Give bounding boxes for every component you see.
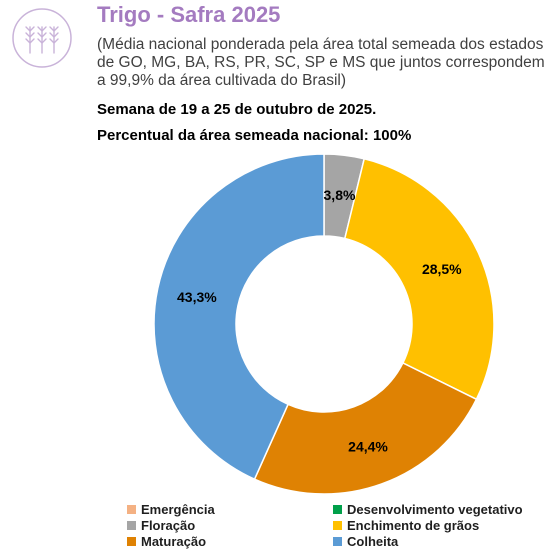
donut-data-labels: 3,8% 28,5% 24,4% 43,3%	[177, 187, 462, 454]
legend-item: Emergência	[127, 501, 333, 517]
legend-label: Floração	[141, 517, 196, 533]
planted-area-label: Percentual da área semeada nacional: 100…	[97, 127, 412, 144]
donut-slices	[153, 153, 495, 495]
legend-label: Enchimento de grãos	[347, 517, 480, 533]
donut-slice-maturacao	[253, 361, 478, 495]
legend-label: Emergência	[141, 501, 215, 517]
donut-slice-colheita	[153, 153, 325, 481]
legend-swatch	[333, 536, 342, 546]
legend-item: Colheita	[333, 533, 547, 549]
data-label: 3,8%	[324, 187, 356, 203]
legend-swatch	[127, 536, 136, 546]
legend-label: Desenvolvimento vegetativo	[347, 501, 523, 517]
legend-item: Desenvolvimento vegetativo	[333, 501, 547, 517]
legend-swatch	[333, 504, 342, 514]
legend-label: Maturação	[141, 533, 207, 549]
data-label: 43,3%	[177, 289, 217, 305]
week-label: Semana de 19 a 25 de outubro de 2025.	[97, 101, 377, 118]
data-label: 24,4%	[348, 438, 388, 454]
legend-swatch	[127, 520, 136, 530]
chart-legend: Emergência Desenvolvimento vegetativo Flor…	[127, 501, 547, 549]
wheat-icon	[12, 8, 72, 68]
data-label: 28,5%	[422, 261, 462, 277]
chart-subtitle: (Média nacional ponderada pela área tota…	[97, 36, 545, 89]
legend-item: Enchimento de grãos	[333, 517, 547, 533]
legend-swatch	[333, 520, 342, 530]
legend-item: Maturação	[127, 533, 333, 549]
legend-item: Floração	[127, 517, 333, 533]
legend-label: Colheita	[347, 533, 399, 549]
chart-title: Trigo - Safra 2025	[97, 2, 281, 27]
legend-swatch	[127, 504, 136, 514]
donut-slice-enchimento-de-graos	[343, 157, 495, 401]
